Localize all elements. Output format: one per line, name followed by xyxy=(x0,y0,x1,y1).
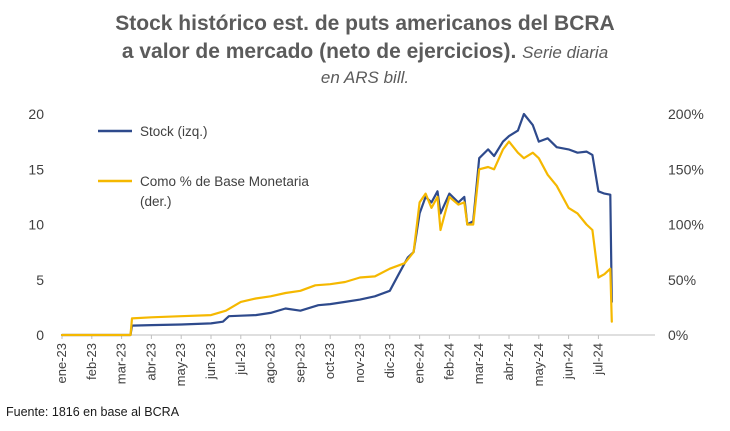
x-tick-label: abr-23 xyxy=(143,343,158,381)
x-tick-label: jun-24 xyxy=(561,343,576,380)
x-tick-label: nov-23 xyxy=(352,343,367,383)
x-tick-label: dic-23 xyxy=(382,343,397,378)
y-right-tick-label: 200% xyxy=(668,106,704,122)
x-tick-label: ago-23 xyxy=(263,343,278,383)
x-tick-label: mar-24 xyxy=(471,343,486,384)
y-left-tick-label: 0 xyxy=(36,327,44,343)
chart-subtitle-part2: en ARS bill. xyxy=(320,68,410,87)
y-right-tick-label: 100% xyxy=(668,217,704,233)
x-tick-label: ene-24 xyxy=(412,343,427,383)
y-right-tick-label: 50% xyxy=(668,272,696,288)
legend-label-pct-line1: Como % de Base Monetaria xyxy=(140,174,309,189)
x-tick-label: may-23 xyxy=(173,343,188,386)
source-note: Fuente: 1816 en base al BCRA xyxy=(6,405,180,419)
x-tick-label: ene-23 xyxy=(54,343,69,383)
stock-series-line xyxy=(60,112,613,337)
legend-label-stock: Stock (izq.) xyxy=(140,124,208,139)
y-right-tick-label: 0% xyxy=(668,327,688,343)
y-left-tick-label: 10 xyxy=(28,217,44,233)
y-left-tick-label: 15 xyxy=(28,161,44,177)
x-tick-label: feb-23 xyxy=(84,343,99,380)
base-monetaria-series-line xyxy=(60,140,613,337)
x-tick-label: jul-23 xyxy=(233,343,248,376)
chart-title-line1: Stock histórico est. de puts americanos … xyxy=(115,12,615,35)
legend-label-pct-line2: (der.) xyxy=(140,194,172,209)
x-tick-label: abr-24 xyxy=(501,343,516,381)
x-tick-label: mar-23 xyxy=(114,343,129,384)
x-tick-label: sep-23 xyxy=(292,343,307,383)
x-tick-label: jun-23 xyxy=(203,343,218,380)
x-tick-label: may-24 xyxy=(531,343,546,386)
chart-title-line2: a valor de mercado (neto de ejercicios).… xyxy=(0,38,730,67)
y-right-tick-label: 150% xyxy=(668,161,704,177)
chart-title-line2-main: a valor de mercado (neto de ejercicios). xyxy=(121,40,517,63)
x-tick-label: jul-24 xyxy=(590,343,605,376)
x-tick-label: oct-23 xyxy=(322,343,337,379)
y-left-tick-label: 20 xyxy=(28,106,44,122)
y-left-tick-label: 5 xyxy=(36,272,44,288)
x-tick-label: feb-24 xyxy=(441,343,456,380)
chart-subtitle-part1: Serie diaria xyxy=(522,43,609,62)
